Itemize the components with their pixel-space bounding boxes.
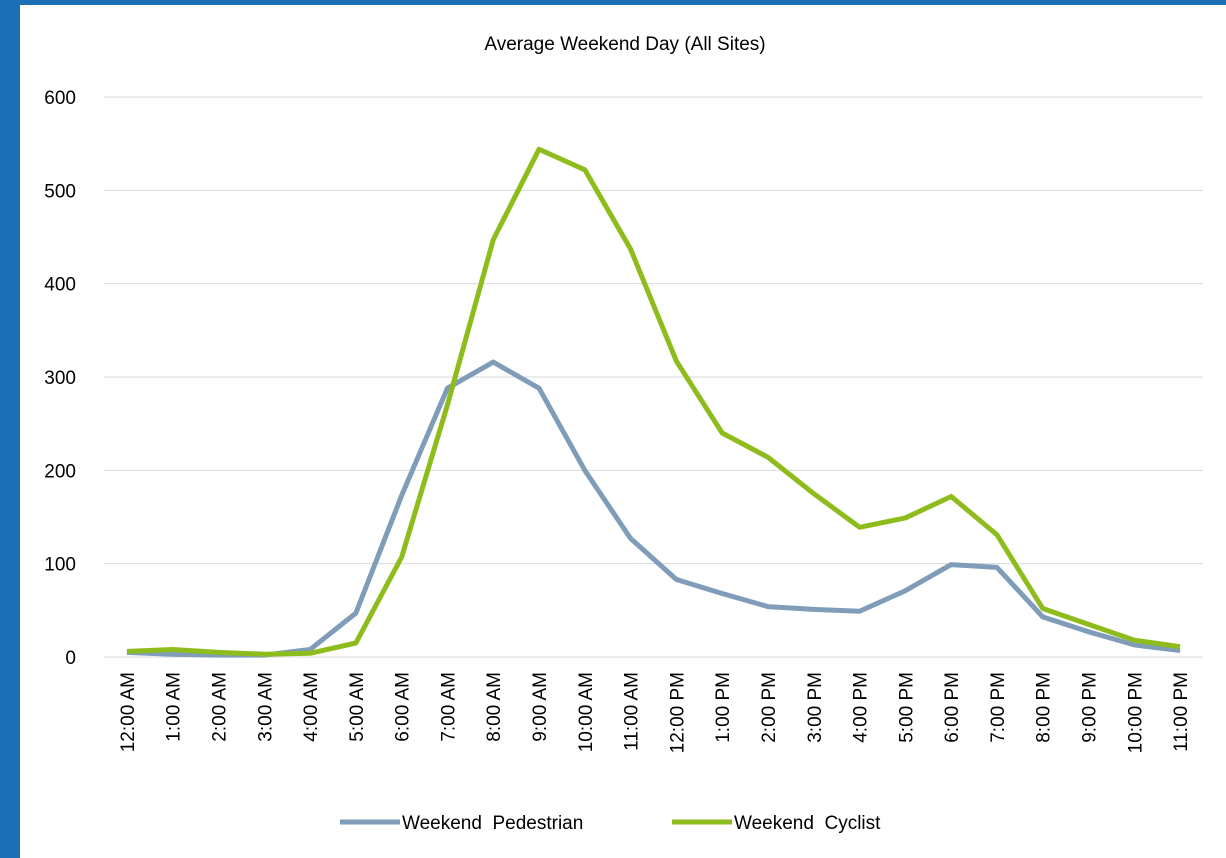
x-tick-label: 1:00 AM xyxy=(164,672,185,742)
x-tick-label: 11:00 PM xyxy=(1171,672,1192,752)
x-tick-label: 3:00 PM xyxy=(805,672,826,743)
y-tick-label: 200 xyxy=(44,461,76,482)
x-tick-label: 2:00 AM xyxy=(209,672,230,742)
x-tick-label: 9:00 PM xyxy=(1080,672,1101,743)
x-tick-label: 7:00 PM xyxy=(988,672,1009,743)
x-tick-label: 6:00 PM xyxy=(942,672,963,743)
legend-label: Weekend Cyclist xyxy=(734,813,881,834)
legend-label: Weekend Pedestrian xyxy=(402,813,583,834)
x-tick-label: 2:00 PM xyxy=(759,672,780,743)
x-tick-label: 6:00 AM xyxy=(393,672,414,742)
x-tick-label: 12:00 AM xyxy=(118,672,139,752)
x-tick-label: 5:00 AM xyxy=(347,672,368,742)
y-tick-label: 500 xyxy=(44,181,76,202)
x-tick-label: 4:00 PM xyxy=(851,672,872,743)
x-tick-label: 11:00 AM xyxy=(622,672,643,751)
y-tick-label: 300 xyxy=(44,368,76,389)
x-tick-label: 9:00 AM xyxy=(530,672,551,742)
x-tick-label: 3:00 AM xyxy=(255,672,276,742)
line-series xyxy=(126,146,1181,657)
x-tick-label: 12:00 PM xyxy=(667,672,688,753)
x-tick-label: 7:00 AM xyxy=(438,672,459,742)
x-tick-label: 1:00 PM xyxy=(713,672,734,743)
chart-title: Average Weekend Day (All Sites) xyxy=(484,34,765,55)
x-tick-label: 5:00 PM xyxy=(896,672,917,743)
y-tick-label: 600 xyxy=(44,88,76,109)
y-tick-label: 0 xyxy=(65,648,76,669)
line-series xyxy=(126,359,1181,658)
x-tick-label: 10:00 PM xyxy=(1125,672,1146,753)
y-tick-label: 100 xyxy=(44,555,76,576)
x-tick-label: 4:00 AM xyxy=(301,672,322,742)
x-tick-label: 8:00 PM xyxy=(1034,672,1055,743)
x-tick-label: 10:00 AM xyxy=(576,672,597,752)
x-tick-label: 8:00 AM xyxy=(484,672,505,742)
chart-background xyxy=(20,5,1226,858)
y-tick-label: 400 xyxy=(44,275,76,296)
